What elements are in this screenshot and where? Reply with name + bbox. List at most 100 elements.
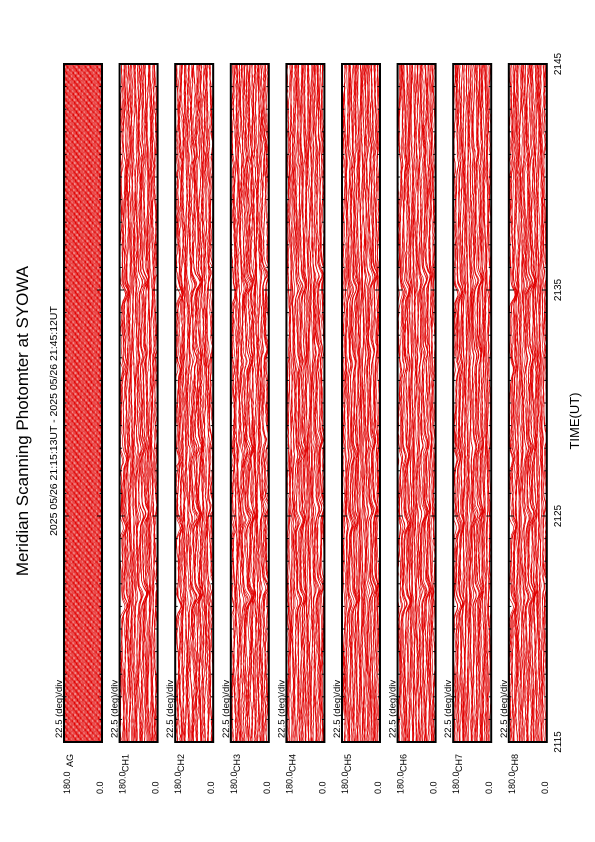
scale-label: 22.5 (deg)/div xyxy=(443,680,454,738)
scale-label: 22.5 (deg)/div xyxy=(332,680,343,738)
scan-trace xyxy=(480,63,485,742)
scan-trace xyxy=(239,63,246,743)
scan-trace xyxy=(486,63,491,743)
x-tick-label: 2125 xyxy=(553,504,564,527)
scale-label: 22.5 (deg)/div xyxy=(165,680,176,738)
scan-trace xyxy=(521,63,527,743)
scan-trace xyxy=(121,63,130,743)
panel-label: CH7 xyxy=(454,754,464,772)
scale-label: 22.5 (deg)/div xyxy=(499,680,510,738)
scan-trace xyxy=(263,63,269,742)
scan-trace xyxy=(145,63,150,743)
scan-trace xyxy=(463,63,467,743)
scan-trace xyxy=(180,63,185,743)
x-tick-label: 2135 xyxy=(553,278,564,301)
scan-trace xyxy=(417,63,423,743)
scan-trace xyxy=(294,63,301,743)
range-top-label: 180.0 xyxy=(507,771,517,794)
scan-trace xyxy=(146,63,151,743)
scan-trace xyxy=(207,63,214,743)
x-tick-label: 2145 xyxy=(553,52,564,75)
scan-trace xyxy=(460,64,465,743)
x-axis-label: TIME(UT) xyxy=(567,392,582,449)
scan-trace xyxy=(312,63,318,743)
scan-trace xyxy=(80,63,83,743)
scan-trace xyxy=(89,63,92,743)
scan-trace xyxy=(198,63,203,743)
range-bottom-label: 0.0 xyxy=(262,781,272,794)
scan-trace xyxy=(458,63,465,742)
range-top-label: 180.0 xyxy=(62,771,72,794)
scan-trace xyxy=(96,63,99,743)
scan-trace xyxy=(90,63,93,743)
scan-trace xyxy=(69,63,72,743)
scan-trace xyxy=(97,63,100,743)
scan-trace xyxy=(410,63,415,743)
range-top-label: 180.0 xyxy=(118,771,128,794)
scan-trace xyxy=(257,63,263,743)
scan-trace xyxy=(188,63,197,743)
scan-trace xyxy=(533,63,538,743)
scale-label: 22.5 (deg)/div xyxy=(388,680,399,738)
range-bottom-label: 0.0 xyxy=(484,781,494,794)
scan-trace xyxy=(457,63,464,743)
scan-trace xyxy=(86,63,89,743)
scan-trace xyxy=(79,63,82,742)
scan-trace xyxy=(70,63,73,743)
scan-trace xyxy=(205,63,211,742)
scan-trace xyxy=(400,63,408,743)
panel-label: CH4 xyxy=(287,754,297,772)
scan-trace xyxy=(455,63,463,742)
scan-trace xyxy=(65,63,68,743)
scan-trace xyxy=(202,63,207,743)
scan-trace xyxy=(195,63,203,742)
scan-trace xyxy=(75,63,77,743)
scan-trace xyxy=(538,63,543,743)
scan-trace xyxy=(127,63,131,743)
scan-trace xyxy=(184,63,189,743)
scan-trace xyxy=(485,63,490,743)
range-bottom-label: 0.0 xyxy=(151,781,161,794)
scan-trace xyxy=(313,63,320,743)
scan-trace xyxy=(92,63,95,743)
panel-label: CH2 xyxy=(176,754,186,772)
scan-trace xyxy=(78,63,81,743)
panel-label: CH5 xyxy=(343,754,353,772)
scan-trace xyxy=(536,63,541,743)
scale-label: 22.5 (deg)/div xyxy=(110,680,121,738)
scan-trace xyxy=(476,63,483,743)
chart-subtitle: 2025 05/26 21:15:13UT - 2025 05/26 21:45… xyxy=(48,306,60,536)
scan-trace xyxy=(353,63,360,742)
scan-trace xyxy=(87,63,89,743)
scan-trace xyxy=(181,63,186,743)
panel-label: CH1 xyxy=(121,754,131,772)
scan-trace xyxy=(134,64,139,743)
scan-trace xyxy=(243,63,252,743)
scan-trace xyxy=(84,63,87,743)
scan-trace xyxy=(94,63,97,743)
scan-trace xyxy=(412,63,416,743)
scan-trace xyxy=(468,63,473,743)
scan-trace xyxy=(68,63,71,743)
range-top-label: 180.0 xyxy=(451,771,461,794)
scan-trace xyxy=(138,63,145,743)
range-bottom-label: 0.0 xyxy=(540,781,550,794)
scan-trace xyxy=(83,63,86,743)
scan-trace xyxy=(469,63,474,743)
range-top-label: 180.0 xyxy=(396,771,406,794)
scan-trace xyxy=(294,63,301,743)
scan-trace xyxy=(139,63,147,743)
scan-trace xyxy=(193,63,202,742)
scan-trace xyxy=(543,63,547,743)
scan-trace xyxy=(71,63,74,743)
scan-trace xyxy=(89,63,91,743)
scan-trace xyxy=(484,64,489,743)
range-bottom-label: 0.0 xyxy=(206,781,216,794)
range-bottom-label: 0.0 xyxy=(373,781,383,794)
